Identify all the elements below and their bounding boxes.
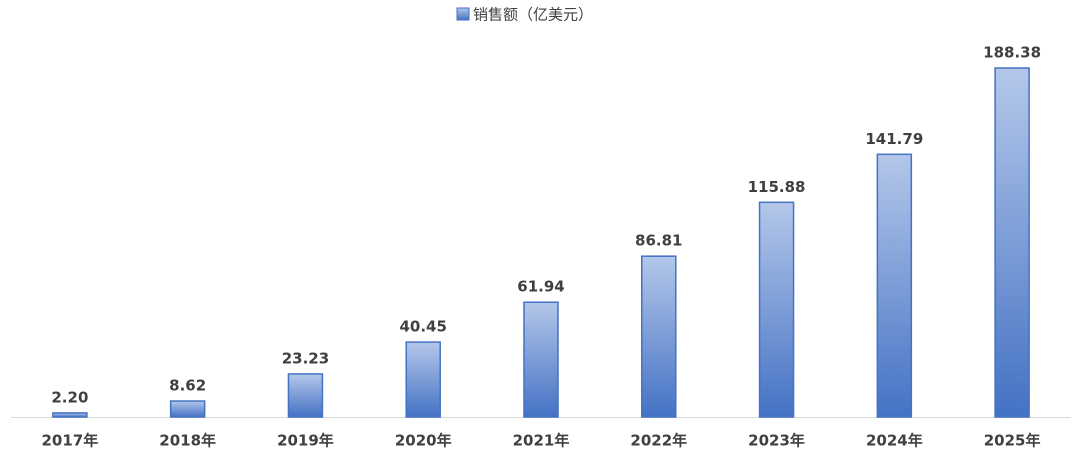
bar	[994, 67, 1030, 418]
x-tick-label: 2023年	[748, 432, 805, 450]
value-label: 40.45	[399, 318, 446, 336]
bar	[876, 153, 913, 418]
x-tick-label: 2024年	[866, 432, 923, 450]
bar	[641, 255, 677, 418]
x-tick-label: 2018年	[159, 432, 216, 450]
value-label: 8.62	[169, 377, 206, 395]
legend-label: 销售额（亿美元）	[473, 6, 593, 24]
x-tick-label: 2022年	[630, 432, 687, 450]
bar	[523, 301, 559, 418]
bar	[52, 412, 88, 418]
x-tick-label: 2020年	[395, 432, 452, 450]
value-label: 86.81	[635, 232, 682, 250]
x-tick-label: 2021年	[513, 432, 570, 450]
value-label: 141.79	[865, 130, 923, 148]
value-label: 188.38	[983, 44, 1041, 62]
value-label: 115.88	[748, 178, 806, 196]
bar	[405, 341, 441, 418]
value-label: 61.94	[517, 278, 564, 296]
value-label: 23.23	[282, 349, 329, 367]
x-tick-label: 2017年	[42, 432, 99, 450]
bar	[169, 400, 206, 418]
bar	[287, 373, 324, 418]
legend-swatch	[456, 7, 470, 21]
x-tick-label: 2019年	[277, 432, 334, 450]
bar	[758, 201, 795, 418]
value-label: 2.20	[51, 388, 88, 406]
x-tick-label: 2025年	[984, 432, 1041, 450]
